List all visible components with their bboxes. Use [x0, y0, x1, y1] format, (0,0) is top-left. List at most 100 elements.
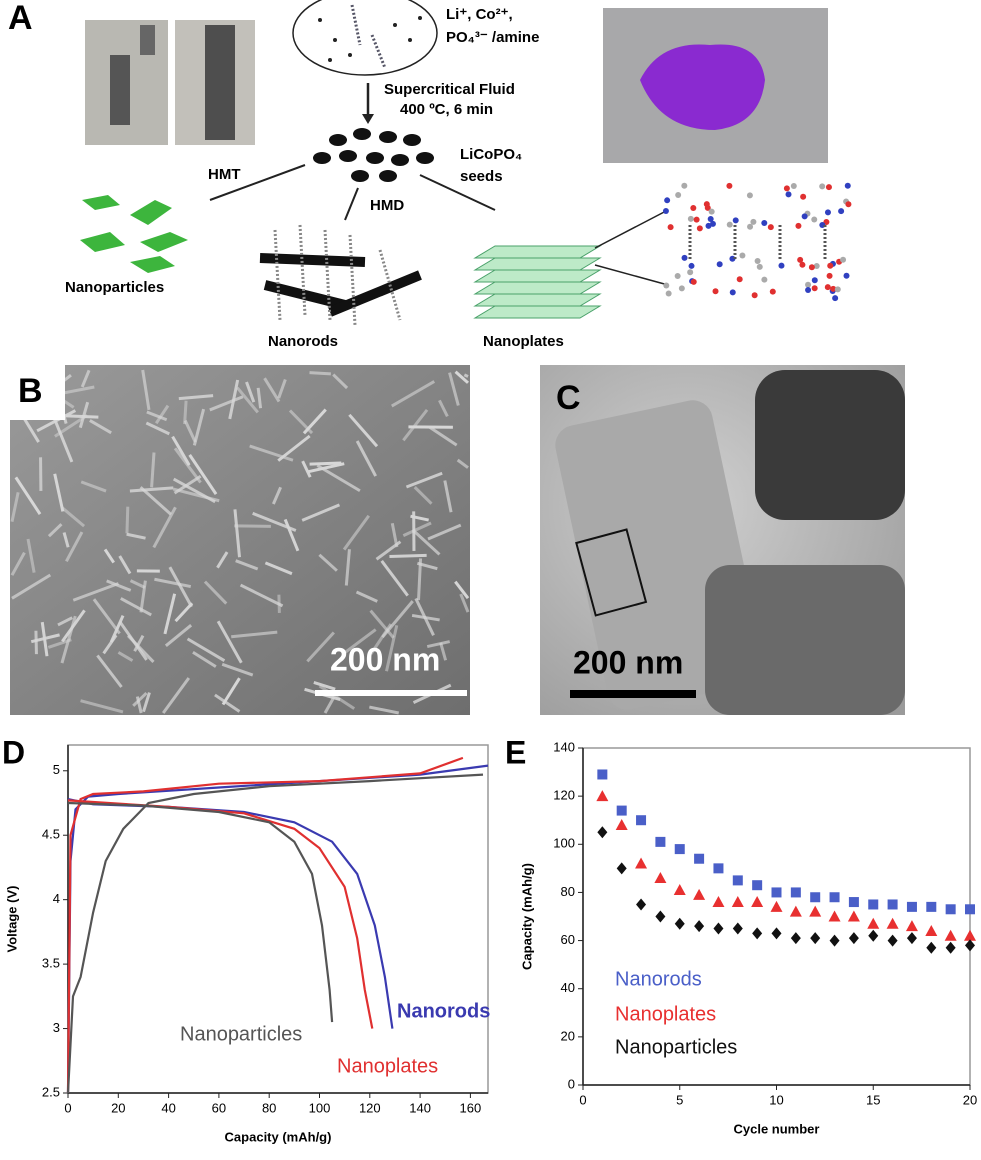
rod	[36, 631, 37, 654]
point	[752, 880, 762, 890]
precursor-text: Li⁺, Co²⁺,	[446, 6, 513, 23]
point	[829, 911, 841, 922]
arrow	[595, 265, 668, 285]
y-tick-label: 120	[553, 788, 575, 803]
scale-bar	[570, 690, 696, 698]
y-tick-label: 100	[553, 836, 575, 851]
point	[888, 935, 898, 947]
point	[791, 887, 801, 897]
point	[654, 872, 666, 883]
point	[694, 920, 704, 932]
point	[733, 923, 743, 935]
atom	[726, 183, 732, 189]
point	[868, 899, 878, 909]
point	[733, 875, 743, 885]
point	[636, 898, 646, 910]
photo-part	[140, 25, 155, 55]
y-tick-label: 40	[561, 980, 575, 995]
rod	[419, 558, 421, 600]
y-tick-label: 140	[553, 739, 575, 754]
solution-circle	[293, 0, 437, 75]
point	[675, 918, 685, 930]
atom	[835, 286, 841, 292]
point	[712, 896, 724, 907]
atom	[845, 183, 851, 189]
y-tick-label: 4	[53, 891, 60, 906]
x-axis-label: Cycle number	[734, 1121, 820, 1136]
point	[907, 932, 917, 944]
x-tick-label: 20	[111, 1100, 125, 1115]
atom	[688, 216, 694, 222]
atom	[800, 194, 806, 200]
point	[636, 815, 646, 825]
point	[849, 932, 859, 944]
nanoparticles-icon	[80, 195, 188, 273]
hmt-text: HMT	[208, 166, 241, 183]
atom	[681, 183, 687, 189]
atom	[812, 285, 818, 291]
atom	[795, 223, 801, 229]
point	[887, 918, 899, 929]
atom	[727, 222, 733, 228]
atom	[791, 183, 797, 189]
arrow-head	[362, 114, 374, 124]
atom	[730, 289, 736, 295]
point	[752, 927, 762, 939]
x-tick-label: 15	[866, 1092, 880, 1107]
point	[655, 837, 665, 847]
atom	[805, 287, 811, 293]
atom	[679, 285, 685, 291]
y-axis-label: Voltage (V)	[4, 886, 19, 953]
x-tick-label: 120	[359, 1100, 381, 1115]
point	[713, 863, 723, 873]
scale-bar-text: 200 nm	[573, 644, 683, 680]
x-tick-label: 80	[262, 1100, 276, 1115]
rod	[464, 375, 468, 377]
amine	[372, 35, 385, 68]
y-tick-label: 60	[561, 932, 575, 947]
point	[809, 906, 821, 917]
point	[946, 904, 956, 914]
rod	[127, 507, 128, 534]
rod	[389, 555, 426, 556]
point	[693, 889, 705, 900]
plot-frame	[583, 748, 970, 1085]
point	[964, 930, 976, 941]
panel-label: C	[556, 379, 581, 417]
atom	[844, 273, 850, 279]
point	[830, 892, 840, 902]
panel-a: A Li⁺, Co²⁺, PO₄³⁻ /amine Supercritical …	[8, 0, 851, 350]
atom	[708, 216, 714, 222]
legend-label: Nanoparticles	[180, 1023, 302, 1045]
atom	[747, 224, 753, 230]
point	[596, 790, 608, 801]
atom	[809, 264, 815, 270]
atom	[805, 282, 811, 288]
atom	[690, 205, 696, 211]
point	[926, 942, 936, 954]
atom	[755, 258, 761, 264]
point	[965, 939, 975, 951]
atom	[706, 223, 712, 229]
atom	[733, 217, 739, 223]
amine	[352, 5, 360, 45]
x-tick-label: 5	[676, 1092, 683, 1107]
product-text: Nanoplates	[483, 333, 564, 350]
atom	[827, 263, 833, 269]
panel-label: D	[2, 734, 25, 770]
atom	[840, 257, 846, 263]
point	[772, 927, 782, 939]
point	[635, 858, 647, 869]
atom	[666, 290, 672, 296]
panel-label: B	[18, 372, 43, 410]
seeds-text: LiCoPO₄	[460, 146, 522, 163]
product-text: Nanorods	[268, 333, 338, 350]
scale-bar	[315, 690, 467, 696]
atom	[786, 191, 792, 197]
atom	[768, 224, 774, 230]
point	[597, 769, 607, 779]
atom	[757, 264, 763, 270]
atom	[750, 219, 756, 225]
